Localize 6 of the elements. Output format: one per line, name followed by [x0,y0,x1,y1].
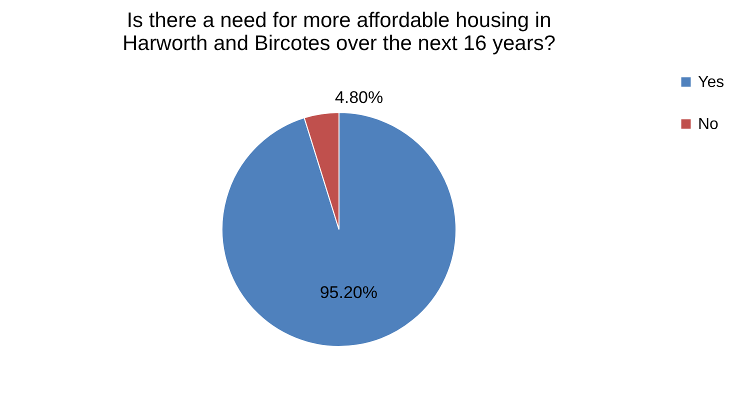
legend-label: Yes [698,74,724,91]
pie-slice [222,112,456,347]
data-label: 95.20% [320,283,378,302]
data-label: 4.80% [334,88,384,108]
chart-title: Is there a need for more affordable housing in Harworth and Bircotes over the next 16 years? [122,9,556,55]
legend-label: No [698,116,719,133]
